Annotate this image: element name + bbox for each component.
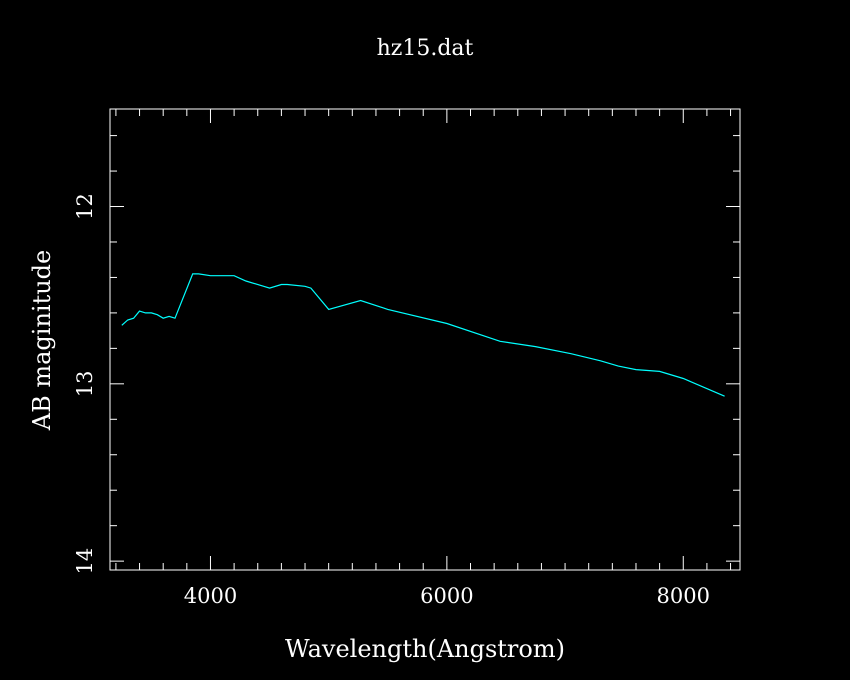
x-tick-label: 6000 bbox=[420, 584, 473, 608]
y-tick-label: 13 bbox=[73, 370, 97, 397]
y-tick-label: 12 bbox=[73, 193, 97, 220]
chart-title: hz15.dat bbox=[377, 36, 474, 61]
plot-frame bbox=[109, 108, 741, 571]
axis-tick-labels: 4000 6000 8000 12 13 14 bbox=[73, 193, 710, 608]
axis-ticks bbox=[110, 109, 740, 570]
x-axis-label: Wavelength(Angstrom) bbox=[285, 635, 565, 663]
x-tick-label: 4000 bbox=[184, 584, 237, 608]
spectrum-line bbox=[121, 273, 725, 397]
x-tick-label: 8000 bbox=[657, 584, 710, 608]
y-tick-label: 14 bbox=[73, 548, 97, 575]
series-layer bbox=[121, 273, 725, 397]
y-axis-label: AB maginitude bbox=[28, 250, 56, 432]
